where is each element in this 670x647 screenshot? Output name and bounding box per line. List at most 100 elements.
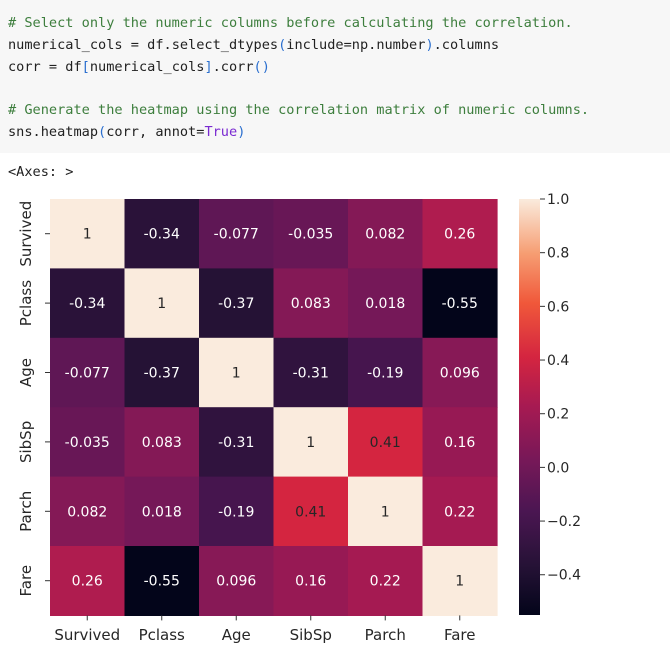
heatmap-cell <box>124 337 200 408</box>
heatmap-cell <box>199 199 275 269</box>
cell-annotation: -0.37 <box>218 296 254 312</box>
cell-annotation: -0.19 <box>218 504 254 520</box>
heatmap-cell <box>199 407 275 478</box>
code-token: df.select_dtypes <box>138 36 279 53</box>
code-token: corr <box>8 58 49 75</box>
code-token: () <box>253 58 270 75</box>
cell-annotation: -0.34 <box>144 227 180 243</box>
code-token: ) <box>237 123 246 140</box>
colorbar-tick-label: 0.4 <box>547 353 569 369</box>
heatmap-cell <box>199 268 275 339</box>
cell-annotation: 1 <box>157 296 166 312</box>
code-token: include <box>286 36 344 53</box>
heatmap-cell <box>348 337 424 408</box>
cell-annotation: -0.55 <box>442 296 478 312</box>
y-tick-label: Survived <box>17 201 35 267</box>
code-cell[interactable]: # Select only the numeric columns before… <box>0 0 670 153</box>
code-token: ) <box>425 36 434 53</box>
code-line: # Generate the heatmap using the correla… <box>8 100 670 122</box>
code-token: numerical_cols <box>8 36 131 53</box>
heatmap-cell <box>124 407 200 478</box>
cell-annotation: -0.035 <box>288 227 333 243</box>
heatmap-cell <box>422 407 498 478</box>
colorbar-tick-label: 0.0 <box>547 460 569 476</box>
cell-annotation: -0.55 <box>144 574 180 590</box>
cell-annotation: 1 <box>232 366 241 382</box>
cell-annotation: 0.41 <box>370 435 401 451</box>
code-token: = <box>196 123 205 140</box>
cell-annotation: 0.096 <box>440 366 480 382</box>
code-token: ( <box>278 36 287 53</box>
heatmap-cell <box>124 546 200 616</box>
heatmap-cell <box>422 337 498 408</box>
code-line: sns.heatmap(corr, annot=True) <box>8 122 670 144</box>
y-tick-label: Age <box>17 358 35 387</box>
output-axes-label: <Axes: > <box>8 164 74 180</box>
code-token: = <box>48 58 58 75</box>
colorbar-tick-label: −0.2 <box>547 514 581 530</box>
heatmap-cell <box>422 268 498 339</box>
y-tick-label: Parch <box>17 491 35 532</box>
y-tick-label: Fare <box>17 565 35 597</box>
cell-annotation: -0.34 <box>69 296 105 312</box>
heatmap-cell <box>50 407 126 478</box>
heatmap-cell <box>124 476 200 547</box>
heatmap-cell <box>348 476 424 547</box>
colorbar-tick-label: 1.0 <box>547 192 569 208</box>
heatmap-cell <box>348 268 424 339</box>
heatmap-cell <box>199 546 275 616</box>
x-tick-label: Fare <box>444 626 476 644</box>
code-token: ( <box>98 123 107 140</box>
code-token: = <box>343 36 352 53</box>
cell-annotation: -0.19 <box>367 366 403 382</box>
x-tick-label: Pclass <box>139 626 185 644</box>
heatmap-cell <box>273 268 349 339</box>
heatmap-cell <box>273 476 349 547</box>
code-token: # Generate the heatmap using the correla… <box>8 102 590 119</box>
cell-annotation: 0.082 <box>365 227 405 243</box>
cell-annotation: 0.16 <box>295 574 326 590</box>
cell-annotation: -0.077 <box>65 366 110 382</box>
code-line: # Select only the numeric columns before… <box>8 13 670 35</box>
cell-annotation: 0.26 <box>72 574 103 590</box>
heatmap-cell <box>199 476 275 547</box>
heatmap-cell <box>348 546 424 616</box>
cell-annotation: 0.22 <box>370 574 401 590</box>
heatmap-cell <box>273 546 349 616</box>
x-tick-label: Age <box>222 626 251 644</box>
heatmap-cell <box>50 199 126 269</box>
code-token: numerical_cols <box>89 58 205 75</box>
code-token: = <box>130 36 139 53</box>
colorbar-tick-label: −0.4 <box>547 568 581 584</box>
code-token: .columns <box>433 36 500 53</box>
code-line: numerical_cols = df.select_dtypes(includ… <box>8 35 670 57</box>
code-token: corr, annot <box>106 123 197 140</box>
code-token: [ <box>81 58 90 75</box>
heatmap-cell <box>422 546 498 616</box>
heatmap-cell <box>50 546 126 616</box>
heatmap-cell <box>50 476 126 547</box>
cell-annotation: 0.082 <box>67 504 107 520</box>
cell-annotation: 1 <box>381 504 390 520</box>
cell-annotation: 0.26 <box>444 227 475 243</box>
colorbar-tick-label: 0.8 <box>547 246 569 262</box>
cell-annotation: -0.077 <box>214 227 259 243</box>
heatmap-cell <box>273 407 349 478</box>
colorbar-tick-label: 0.6 <box>547 299 569 315</box>
x-tick-label: Parch <box>365 626 406 644</box>
heatmap-cell <box>199 337 275 408</box>
code-token: True <box>204 123 238 140</box>
x-tick-label: SibSp <box>290 626 332 644</box>
cell-annotation: 0.083 <box>291 296 331 312</box>
heatmap-cell <box>348 199 424 269</box>
code-token: sns.heatmap <box>8 123 99 140</box>
heatmap-cell <box>422 476 498 547</box>
cell-annotation: 0.018 <box>142 504 182 520</box>
y-tick-label: SibSp <box>17 421 35 463</box>
code-token: # Select only the numeric columns before… <box>8 15 573 31</box>
heatmap-cell <box>422 199 498 269</box>
code-token: ] <box>204 58 213 75</box>
heatmap-cell <box>124 199 200 269</box>
code-line: corr = df[numerical_cols].corr() <box>8 57 670 79</box>
